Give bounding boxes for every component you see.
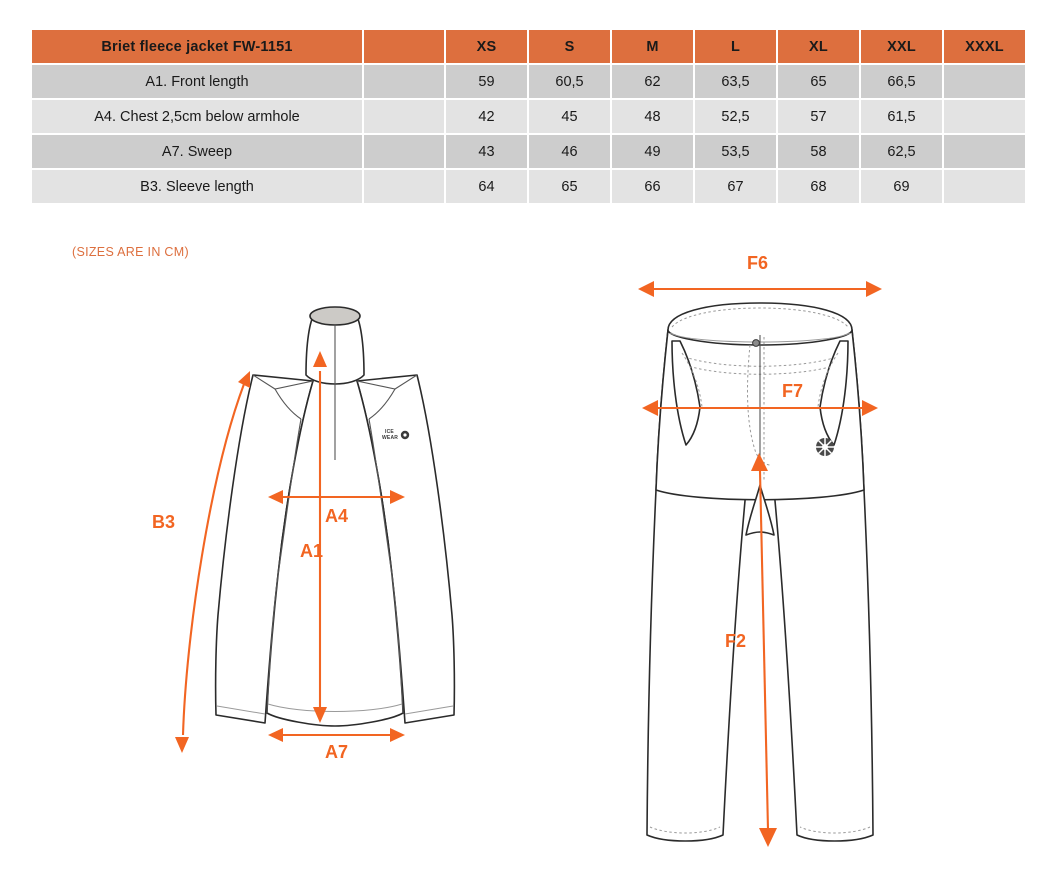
cell-b3-xxxl bbox=[944, 170, 1025, 203]
pants-waistband-stitch bbox=[671, 307, 849, 328]
cell-a1-xl: 65 bbox=[778, 65, 859, 98]
cell-a7-xs: 43 bbox=[446, 135, 527, 168]
pants-right-pocket-stitch bbox=[817, 352, 839, 408]
cell-b3-l: 67 bbox=[695, 170, 776, 203]
table-row: B3. Sleeve length 64 65 66 67 68 69 bbox=[32, 170, 1025, 203]
jacket-right-side-seam bbox=[391, 574, 404, 714]
cell-a7-l: 53,5 bbox=[695, 135, 776, 168]
jacket-left-yoke-seam bbox=[274, 388, 302, 420]
measure-f2: F2 bbox=[725, 453, 777, 847]
measure-f6: F6 bbox=[638, 253, 882, 297]
cell-a7-m: 49 bbox=[612, 135, 693, 168]
size-header-xxl: XXL bbox=[861, 30, 942, 63]
size-header-m: M bbox=[612, 30, 693, 63]
cell-a4-m: 48 bbox=[612, 100, 693, 133]
size-header-xs: XS bbox=[446, 30, 527, 63]
measure-label-a4: A4 bbox=[325, 506, 348, 526]
cell-b3-xs: 64 bbox=[446, 170, 527, 203]
row-label-a4: A4. Chest 2,5cm below armhole bbox=[32, 100, 362, 133]
pants-waist-button bbox=[752, 339, 760, 347]
spacer-header-cell bbox=[364, 30, 444, 63]
row-label-a1: A1. Front length bbox=[32, 65, 362, 98]
cell-a1-xs: 59 bbox=[446, 65, 527, 98]
table-row: A4. Chest 2,5cm below armhole 42 45 48 5… bbox=[32, 100, 1025, 133]
jacket-right-yoke-seam bbox=[368, 388, 396, 420]
measure-label-b3: B3 bbox=[152, 512, 175, 532]
cell-a4-xs: 42 bbox=[446, 100, 527, 133]
cell-a7-xxl: 62,5 bbox=[861, 135, 942, 168]
ice-wear-logo: ICE WEAR bbox=[382, 429, 410, 441]
pants-fly-stitch bbox=[747, 344, 771, 466]
jacket-right-panel-line bbox=[368, 418, 393, 576]
cell-b3-xl: 68 bbox=[778, 170, 859, 203]
table-header: Briet fleece jacket FW-1151 XS S M L XL … bbox=[32, 30, 1025, 63]
row-spacer-a1 bbox=[364, 65, 444, 98]
size-header-l: L bbox=[695, 30, 776, 63]
pants-right-hem bbox=[799, 826, 871, 834]
cell-a7-xl: 58 bbox=[778, 135, 859, 168]
table-row: A1. Front length 59 60,5 62 63,5 65 66,5 bbox=[32, 65, 1025, 98]
measure-label-a7: A7 bbox=[325, 742, 348, 762]
measure-a7: A7 bbox=[268, 728, 405, 762]
pants-left-pocket bbox=[671, 340, 701, 446]
pants-left-hem bbox=[649, 826, 721, 834]
cell-a1-xxxl bbox=[944, 65, 1025, 98]
measure-label-f7: F7 bbox=[782, 381, 803, 401]
cell-a1-m: 62 bbox=[612, 65, 693, 98]
svg-text:ICE: ICE bbox=[385, 429, 394, 435]
row-label-a7: A7. Sweep bbox=[32, 135, 362, 168]
table-row: A7. Sweep 43 46 49 53,5 58 62,5 bbox=[32, 135, 1025, 168]
jacket-right-cuff bbox=[404, 705, 454, 715]
jacket-hem-band bbox=[267, 703, 403, 712]
size-chart-table: Briet fleece jacket FW-1151 XS S M L XL … bbox=[30, 28, 1027, 205]
cell-b3-m: 66 bbox=[612, 170, 693, 203]
measure-a1: A1 bbox=[300, 351, 327, 723]
row-spacer-a4 bbox=[364, 100, 444, 133]
jacket-left-cuff bbox=[216, 705, 266, 715]
jacket-left-panel-line bbox=[277, 418, 302, 576]
svg-text:WEAR: WEAR bbox=[382, 435, 398, 441]
pants-waistband bbox=[667, 302, 853, 346]
cell-a4-s: 45 bbox=[529, 100, 610, 133]
pants-left-pocket-stitch bbox=[681, 352, 703, 408]
pants-diagram: F6 F7 F2 bbox=[610, 253, 920, 865]
cell-b3-xxl: 69 bbox=[861, 170, 942, 203]
measure-label-a1: A1 bbox=[300, 541, 323, 561]
cell-b3-s: 65 bbox=[529, 170, 610, 203]
table-header-row: Briet fleece jacket FW-1151 XS S M L XL … bbox=[32, 30, 1025, 63]
table-body: A1. Front length 59 60,5 62 63,5 65 66,5… bbox=[32, 65, 1025, 203]
measure-a4: A4 bbox=[268, 490, 405, 526]
jacket-left-side-seam bbox=[266, 574, 279, 714]
row-spacer-b3 bbox=[364, 170, 444, 203]
size-header-xl: XL bbox=[778, 30, 859, 63]
measure-f7: F7 bbox=[642, 381, 878, 416]
jacket-diagram: ICE WEAR A4 A1 A7 B3 bbox=[120, 285, 550, 785]
cell-a7-s: 46 bbox=[529, 135, 610, 168]
cell-a7-xxxl bbox=[944, 135, 1025, 168]
pants-right-pocket bbox=[819, 340, 849, 446]
row-spacer-a7 bbox=[364, 135, 444, 168]
cell-a4-xxxl bbox=[944, 100, 1025, 133]
size-header-xxxl: XXXL bbox=[944, 30, 1025, 63]
cell-a4-l: 52,5 bbox=[695, 100, 776, 133]
sizes-unit-note: (SIZES ARE IN CM) bbox=[72, 245, 189, 259]
product-title-cell: Briet fleece jacket FW-1151 bbox=[32, 30, 362, 63]
size-header-s: S bbox=[529, 30, 610, 63]
cell-a1-s: 60,5 bbox=[529, 65, 610, 98]
cell-a4-xl: 57 bbox=[778, 100, 859, 133]
cell-a1-l: 63,5 bbox=[695, 65, 776, 98]
cell-a1-xxl: 66,5 bbox=[861, 65, 942, 98]
cell-a4-xxl: 61,5 bbox=[861, 100, 942, 133]
measure-b3: B3 bbox=[152, 371, 250, 753]
row-label-b3: B3. Sleeve length bbox=[32, 170, 362, 203]
jacket-collar-opening bbox=[309, 306, 361, 326]
snowflake-icon bbox=[816, 438, 834, 456]
measure-label-f2: F2 bbox=[725, 631, 746, 651]
measure-label-f6: F6 bbox=[747, 253, 768, 273]
